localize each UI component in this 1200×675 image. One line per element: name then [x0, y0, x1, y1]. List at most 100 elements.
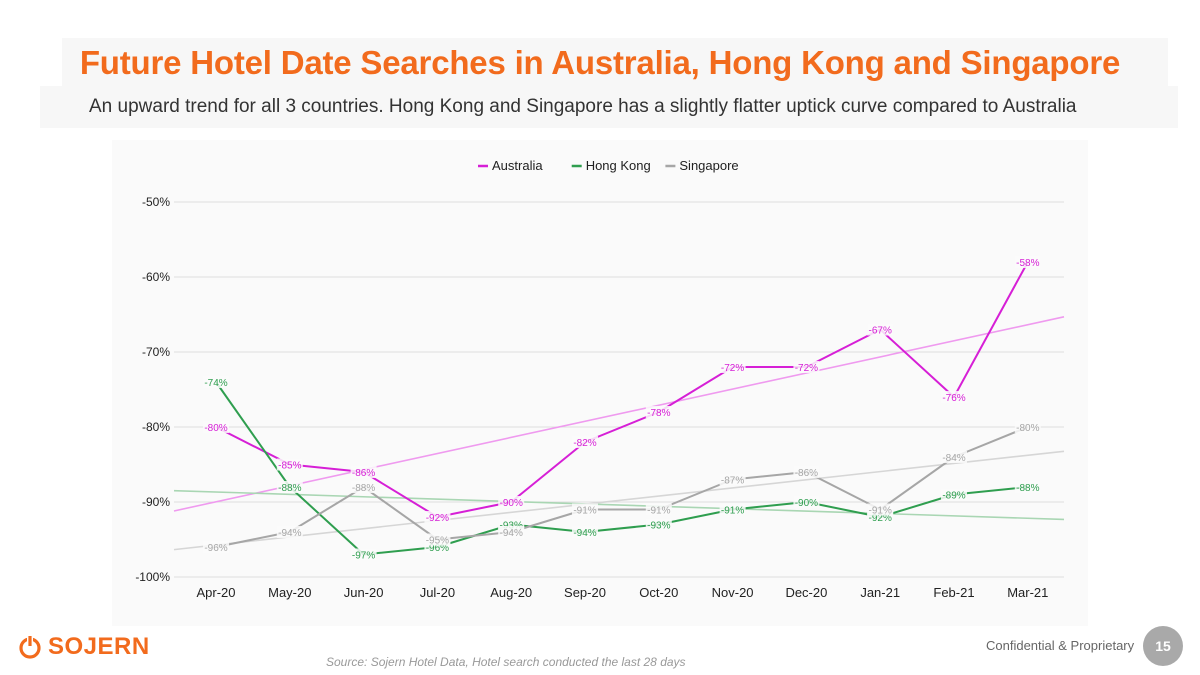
data-label-bg — [498, 496, 525, 508]
data-label: -74% — [204, 378, 227, 389]
title-background — [62, 38, 1168, 88]
data-label-bg — [941, 451, 967, 463]
data-label: -92% — [869, 513, 892, 524]
data-label: -80% — [204, 423, 227, 434]
data-label-bg — [424, 511, 451, 523]
power-icon — [19, 635, 41, 659]
page-title: Future Hotel Date Searches in Australia,… — [79, 44, 1121, 81]
data-label: -86% — [352, 468, 375, 479]
data-label: -88% — [278, 483, 301, 494]
data-label: -76% — [942, 393, 965, 404]
data-label: -92% — [426, 513, 449, 524]
data-label: -72% — [721, 363, 744, 374]
chart-panel: -50% -60% -70% -80% -90% -100% Apr-20 May-20 Jun… — [112, 140, 1088, 626]
x-tick-label: Jan-21 — [860, 585, 900, 600]
data-label: -87% — [721, 476, 744, 487]
data-label-bg — [1014, 256, 1041, 268]
trendline — [173, 316, 1065, 512]
data-label: -90% — [500, 498, 523, 509]
data-label: -91% — [647, 506, 670, 517]
confidential-label: Confidential & Proprietary — [986, 638, 1135, 653]
x-tick-label: Feb-21 — [933, 585, 974, 600]
data-label-bg — [719, 473, 746, 486]
x-tick-label: Mar-21 — [1007, 585, 1048, 600]
x-tick-label: Oct-20 — [639, 585, 678, 600]
x-tick-label: Jun-20 — [344, 585, 384, 600]
x-tick-label: Sep-20 — [564, 585, 606, 600]
x-tick-label: Aug-20 — [490, 585, 532, 600]
data-label: -82% — [573, 438, 596, 449]
page-subtitle: An upward trend for all 3 countries. Hon… — [89, 96, 1077, 117]
data-label: -58% — [1016, 258, 1039, 269]
data-label-bg — [276, 458, 303, 471]
data-label: -67% — [869, 326, 892, 337]
data-label: -89% — [942, 491, 965, 502]
data-label-bg — [645, 406, 672, 418]
y-tick-label: -60% — [142, 270, 170, 284]
data-label: -90% — [795, 498, 818, 509]
legend-label: Singapore — [679, 158, 738, 173]
data-label-bg — [572, 503, 598, 516]
legend-label: Australia — [492, 158, 543, 173]
data-label-bg — [941, 391, 967, 403]
data-label-bg — [424, 533, 451, 546]
data-label: -85% — [278, 461, 301, 472]
data-label-bg — [793, 466, 820, 478]
data-label-bg — [719, 361, 746, 373]
data-label: -72% — [795, 363, 818, 374]
data-label: -94% — [278, 528, 301, 539]
page-number-badge: 15 — [1143, 626, 1183, 666]
data-label: -86% — [795, 468, 818, 479]
y-tick-label: -100% — [135, 570, 170, 584]
data-label-bg — [793, 496, 820, 508]
trendline — [173, 489, 1065, 521]
data-label: -91% — [721, 506, 744, 517]
series-line — [215, 261, 1029, 518]
line-chart: -50% -60% -70% -80% -90% -100% Apr-20 May-20 Jun… — [135, 158, 1065, 600]
trendline — [173, 450, 1065, 551]
data-label: -95% — [426, 536, 449, 547]
data-label-bg — [793, 361, 820, 373]
data-label-bg — [350, 481, 377, 493]
data-label-bg — [350, 466, 377, 478]
data-label: -96% — [204, 543, 227, 554]
source-note: Source: Sojern Hotel Data, Hotel search … — [326, 655, 686, 669]
data-label-bg — [645, 503, 672, 516]
data-label: -93% — [647, 521, 670, 532]
data-label-bg — [1014, 481, 1041, 493]
x-tick-label: Jul-20 — [420, 585, 455, 600]
data-label-bg — [719, 503, 746, 516]
x-tick-label: Apr-20 — [196, 585, 235, 600]
logo-text: SOJERN — [48, 633, 150, 660]
x-tick-label: Nov-20 — [712, 585, 754, 600]
data-label-bg — [645, 518, 672, 531]
data-label-bg — [572, 436, 598, 448]
data-label-bg — [203, 376, 229, 388]
data-label-bg — [276, 481, 303, 493]
data-label: -91% — [869, 506, 892, 517]
series-line — [215, 426, 1029, 548]
subtitle-background — [40, 86, 1178, 128]
data-label: -94% — [500, 528, 523, 539]
data-label-bg — [498, 526, 525, 538]
data-label: -80% — [1016, 423, 1039, 434]
y-tick-label: -80% — [142, 420, 170, 434]
y-tick-label: -90% — [142, 495, 170, 509]
data-label-bg — [867, 323, 894, 336]
data-label: -94% — [573, 528, 596, 539]
data-label-bg — [203, 421, 229, 433]
legend-label: Hong Kong — [586, 158, 651, 173]
data-label: -91% — [573, 506, 596, 517]
sojern-logo: SOJERN — [17, 630, 150, 664]
data-label-bg — [203, 541, 229, 553]
data-label-bg — [350, 548, 377, 561]
data-label-bg — [941, 488, 967, 501]
data-label-bg — [276, 526, 303, 538]
x-tick-label: Dec-20 — [785, 585, 827, 600]
y-tick-label: -70% — [142, 345, 170, 359]
data-label: -97% — [352, 551, 375, 562]
x-tick-label: May-20 — [268, 585, 311, 600]
data-label: -88% — [352, 483, 375, 494]
y-tick-label: -50% — [142, 195, 170, 209]
data-label: -84% — [942, 453, 965, 464]
